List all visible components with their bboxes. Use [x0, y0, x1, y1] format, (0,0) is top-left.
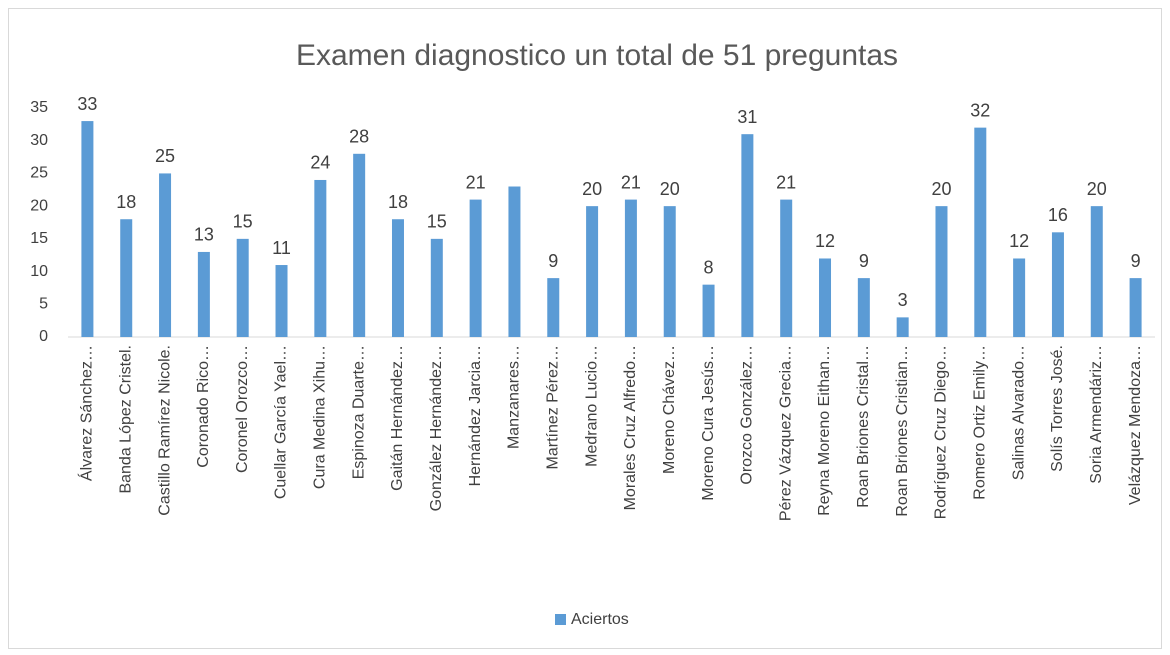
y-tick-label: 30 [30, 132, 48, 149]
x-tick-label: Álvarez Sánchez… [77, 345, 96, 481]
y-tick-label: 5 [39, 296, 48, 313]
x-tick-label: Medrano Lucio… [583, 345, 600, 467]
legend-swatch [555, 614, 566, 625]
x-tick-label: Martínez Pérez… [544, 345, 561, 469]
bar [81, 121, 94, 337]
bar [974, 127, 987, 337]
bar [780, 199, 793, 337]
x-tick-label: Soria Armendáriz… [1088, 345, 1105, 484]
bar [741, 134, 754, 337]
data-label: 20 [1087, 179, 1107, 199]
data-label: 8 [704, 257, 714, 277]
data-label: 9 [1131, 251, 1141, 271]
bar [819, 258, 832, 337]
bar [120, 219, 133, 337]
data-label: 12 [815, 231, 835, 251]
x-tick-label: Pérez Vázquez Grecia… [777, 345, 794, 521]
bar [702, 284, 715, 337]
bar [1013, 258, 1026, 337]
data-label: 21 [776, 172, 796, 192]
x-tick-label: Cura Medina Xihu… [312, 345, 329, 489]
data-label: 28 [349, 127, 369, 147]
data-label: 31 [737, 107, 757, 127]
bar [1090, 206, 1103, 337]
bar [236, 238, 249, 337]
x-tick-label: Morales Cruz Alfredo… [622, 345, 639, 510]
data-label: 11 [272, 238, 291, 258]
bar [857, 278, 870, 337]
x-tick-label: Reyna Moreno Eithan… [816, 345, 833, 516]
data-label: 20 [931, 179, 951, 199]
data-label: 12 [1009, 231, 1029, 251]
chart-title: Examen diagnostico un total de 51 pregun… [296, 39, 898, 72]
bar [508, 186, 521, 337]
data-label: 18 [388, 192, 408, 212]
x-tick-label: Banda López Cristel. [117, 345, 134, 494]
data-label: 33 [77, 94, 97, 114]
x-tick-label: Moreno Chávez… [661, 345, 678, 474]
data-label: 15 [233, 212, 253, 232]
y-tick-label: 35 [30, 99, 48, 116]
x-tick-label: Orozco González… [739, 345, 756, 485]
data-label: 24 [310, 153, 330, 173]
data-label: 13 [194, 225, 214, 245]
bar [586, 206, 599, 337]
data-label: 20 [660, 179, 680, 199]
data-label: 9 [859, 251, 869, 271]
data-label: 15 [427, 212, 447, 232]
data-label: 9 [548, 251, 558, 271]
bar [896, 317, 909, 337]
x-tick-label: Coronado Rico… [195, 345, 212, 468]
x-tick-label: Castillo Ramírez Nicole. [156, 345, 173, 516]
data-label: 3 [898, 290, 908, 310]
x-tick-label: Solís Torres José. [1049, 345, 1066, 472]
bar [275, 265, 288, 337]
legend-label: Aciertos [571, 611, 629, 628]
bar [353, 153, 366, 337]
data-label: 21 [466, 172, 486, 192]
x-tick-label: Salinas Alvarado… [1010, 345, 1027, 480]
x-tick-label: Romero Ortiz Emily… [972, 345, 989, 500]
x-tick-label: González Hernández… [428, 345, 445, 511]
data-label: 18 [116, 192, 136, 212]
x-tick-label: Cuellar García Yael… [273, 345, 290, 499]
y-tick-label: 15 [30, 230, 48, 247]
bar [391, 219, 404, 337]
data-label: 32 [970, 100, 990, 120]
data-label: 20 [582, 179, 602, 199]
bar [469, 199, 482, 337]
y-tick-label: 25 [30, 165, 48, 182]
x-tick-label: Manzanares… [506, 345, 523, 449]
bar [314, 179, 327, 337]
data-label: 21 [621, 172, 641, 192]
x-tick-label: Hernández Jarcia… [467, 345, 484, 486]
x-tick-label: Gaitán Hernández… [389, 345, 406, 491]
x-tick-label: Coronel Orozco… [234, 345, 251, 473]
bar [1129, 278, 1142, 337]
x-tick-label: Moreno Cura Jesús… [700, 345, 717, 501]
bar [1051, 232, 1064, 337]
bar [159, 173, 172, 337]
x-tick-label: Espinoza Duarte… [350, 345, 367, 479]
bar [430, 238, 443, 337]
y-tick-label: 10 [30, 263, 48, 280]
y-tick-label: 0 [39, 328, 48, 345]
y-tick-label: 20 [30, 197, 48, 214]
bar [624, 199, 637, 337]
x-tick-label: Rodríguez Cruz Diego… [933, 345, 950, 519]
data-label: 16 [1048, 205, 1068, 225]
data-label: 25 [155, 146, 175, 166]
x-tick-label: Roan Briones Cristian… [894, 345, 911, 517]
bar [935, 206, 948, 337]
bar [197, 251, 210, 337]
bar [663, 206, 676, 337]
x-tick-label: Velázquez Mendoza… [1127, 345, 1144, 505]
x-tick-label: Roan Briones Cristal… [855, 345, 872, 508]
bar [547, 278, 560, 337]
